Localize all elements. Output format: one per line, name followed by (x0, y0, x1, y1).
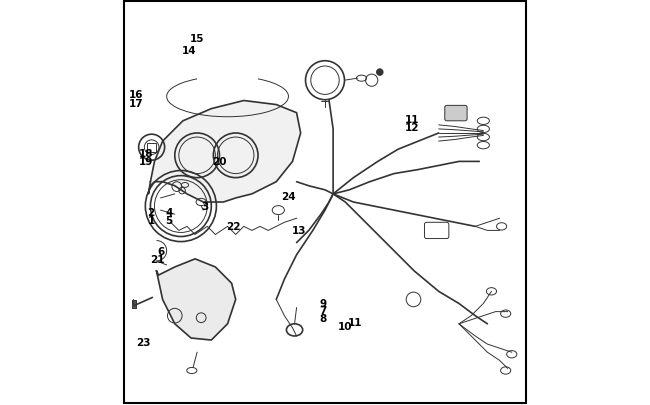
Text: 15: 15 (190, 34, 204, 43)
Text: 13: 13 (291, 226, 306, 236)
Text: 2: 2 (148, 208, 155, 217)
Text: 20: 20 (212, 157, 227, 167)
Text: 16: 16 (129, 90, 144, 100)
Circle shape (376, 70, 383, 76)
Bar (132, 301, 136, 309)
Text: 22: 22 (226, 222, 241, 232)
Text: 17: 17 (129, 98, 144, 108)
Text: 19: 19 (139, 157, 153, 167)
Text: 8: 8 (319, 313, 326, 323)
Polygon shape (157, 259, 236, 340)
Text: 9: 9 (319, 298, 326, 308)
Text: 5: 5 (165, 216, 172, 226)
Text: 3: 3 (202, 202, 209, 211)
Polygon shape (148, 101, 301, 202)
Text: 23: 23 (136, 337, 150, 347)
Text: 6: 6 (158, 246, 165, 256)
Text: 11: 11 (348, 317, 363, 327)
Text: 1: 1 (148, 216, 155, 226)
Text: 11: 11 (405, 115, 419, 124)
Text: 24: 24 (281, 192, 296, 201)
Text: 4: 4 (165, 208, 172, 217)
Text: 7: 7 (319, 305, 327, 315)
Text: 14: 14 (182, 46, 196, 55)
FancyBboxPatch shape (445, 106, 467, 121)
Text: 12: 12 (405, 123, 419, 132)
Text: 18: 18 (139, 149, 153, 159)
Bar (147, 143, 156, 152)
FancyBboxPatch shape (424, 223, 449, 239)
Text: 21: 21 (151, 254, 165, 264)
Text: 10: 10 (338, 321, 352, 331)
